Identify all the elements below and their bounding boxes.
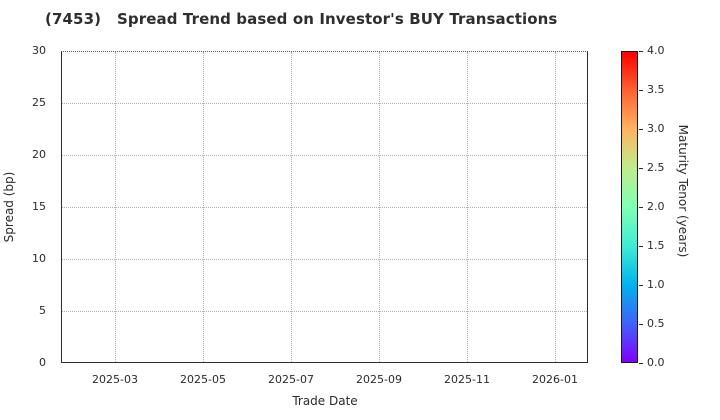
- colorbar-tick-mark: [639, 285, 643, 286]
- colorbar-tick-label: 1.0: [647, 278, 665, 291]
- colorbar-tick-mark: [639, 168, 643, 169]
- colorbar-tick-mark: [639, 129, 643, 130]
- chart-title: (7453) Spread Trend based on Investor's …: [45, 10, 558, 28]
- colorbar-tick-label: 0.0: [647, 356, 665, 369]
- x-axis-label: Trade Date: [292, 394, 358, 408]
- y-tick-label: 30: [32, 44, 46, 57]
- gridline: [62, 207, 587, 208]
- x-tick-label: 2025-09: [356, 373, 402, 386]
- colorbar-label: Maturity Tenor (years): [676, 124, 690, 258]
- colorbar-tick-mark: [639, 246, 643, 247]
- x-tick-label: 2025-11: [444, 373, 490, 386]
- y-tick-label: 0: [39, 356, 46, 369]
- colorbar-tick-label: 1.5: [647, 239, 665, 252]
- colorbar-tick-mark: [639, 51, 643, 52]
- y-tick-label: 10: [32, 252, 46, 265]
- colorbar-tick-mark: [639, 207, 643, 208]
- x-tick-label: 2025-03: [92, 373, 138, 386]
- gridline: [62, 311, 587, 312]
- colorbar-tick-mark: [639, 90, 643, 91]
- x-tick-label: 2025-05: [180, 373, 226, 386]
- colorbar-tick-mark: [639, 363, 643, 364]
- y-tick-label: 5: [39, 304, 46, 317]
- colorbar-tick-label: 3.5: [647, 83, 665, 96]
- colorbar-tick-label: 4.0: [647, 44, 665, 57]
- gridline: [62, 155, 587, 156]
- x-tick-label: 2025-07: [268, 373, 314, 386]
- colorbar-tick-label: 0.5: [647, 317, 665, 330]
- y-tick-label: 20: [32, 148, 46, 161]
- y-tick-label: 25: [32, 96, 46, 109]
- gridline: [62, 103, 587, 104]
- colorbar-tick-mark: [639, 324, 643, 325]
- colorbar: [621, 51, 638, 363]
- x-tick-label: 2026-01: [532, 373, 578, 386]
- gridline: [62, 259, 587, 260]
- colorbar-tick-label: 3.0: [647, 122, 665, 135]
- y-tick-label: 15: [32, 200, 46, 213]
- colorbar-tick-label: 2.5: [647, 161, 665, 174]
- plot-area: [61, 51, 588, 363]
- colorbar-tick-label: 2.0: [647, 200, 665, 213]
